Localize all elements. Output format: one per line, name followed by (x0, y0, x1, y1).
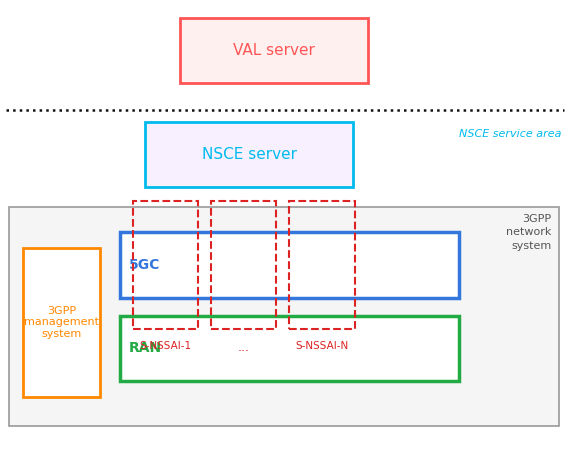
FancyBboxPatch shape (145, 122, 353, 187)
Text: S-NSSAI-1: S-NSSAI-1 (140, 341, 192, 350)
FancyBboxPatch shape (180, 18, 368, 83)
Text: VAL server: VAL server (233, 43, 315, 58)
FancyBboxPatch shape (120, 316, 459, 381)
Text: ...: ... (238, 341, 250, 354)
Text: NSCE service area: NSCE service area (459, 129, 561, 138)
FancyBboxPatch shape (9, 207, 559, 426)
FancyBboxPatch shape (23, 248, 100, 397)
Text: RAN: RAN (129, 341, 162, 355)
Text: 3GPP
network
system: 3GPP network system (506, 214, 552, 251)
Text: 5GC: 5GC (129, 258, 160, 272)
FancyBboxPatch shape (120, 232, 459, 298)
Text: S-NSSAI-N: S-NSSAI-N (295, 341, 348, 350)
Text: 3GPP
management
system: 3GPP management system (24, 306, 99, 339)
Text: NSCE server: NSCE server (202, 147, 297, 162)
